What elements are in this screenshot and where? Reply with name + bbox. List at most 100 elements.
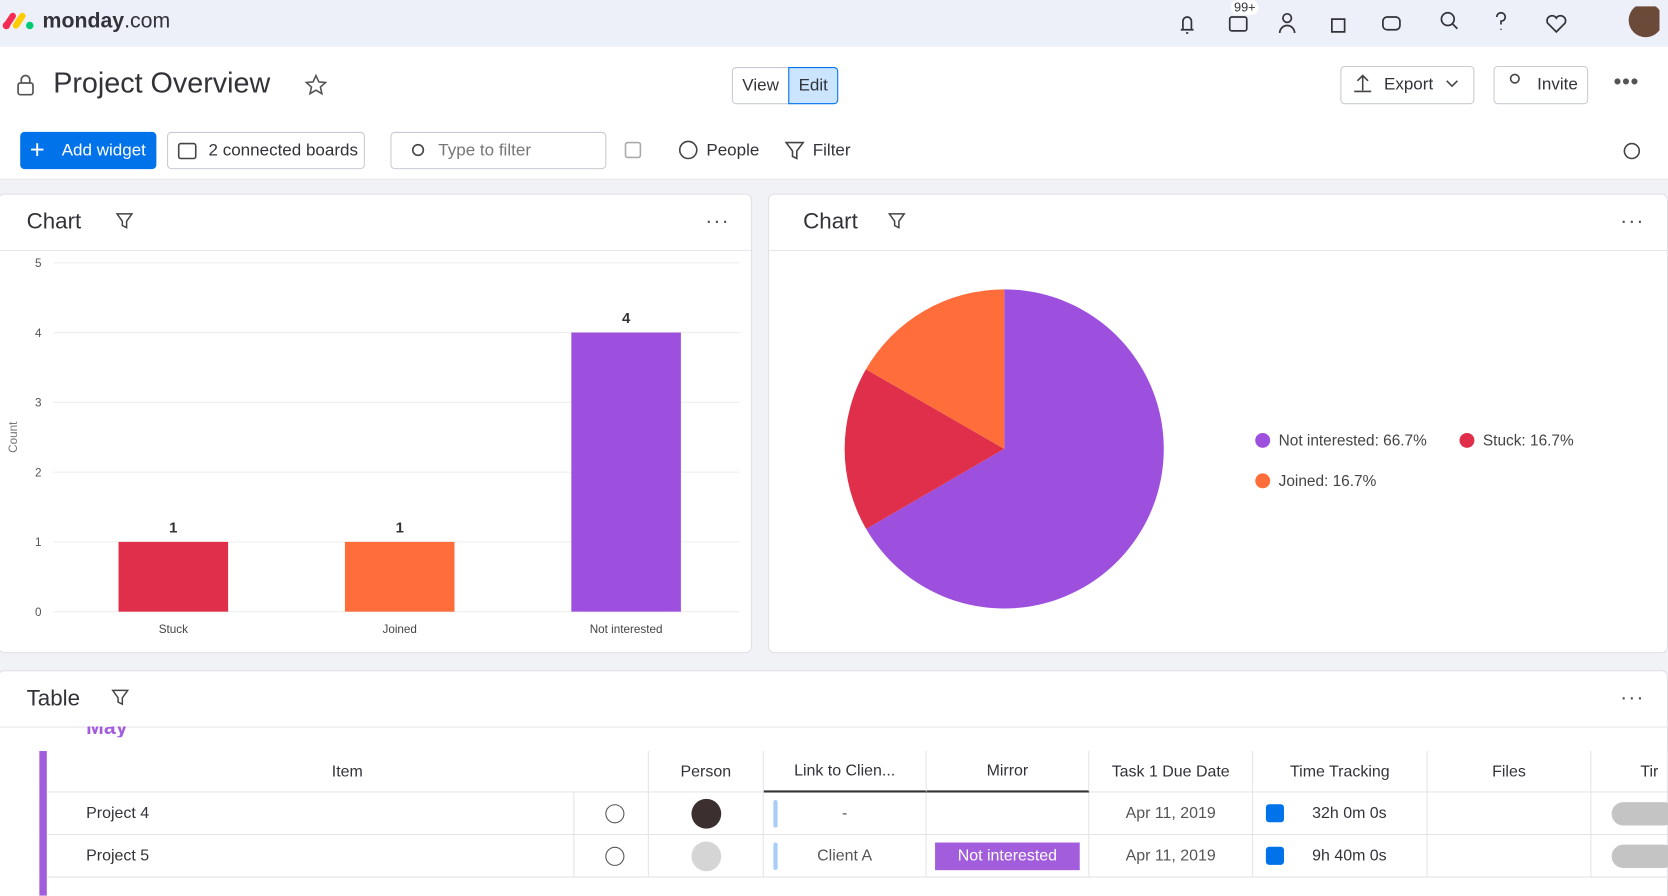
logo-suffix: .com xyxy=(124,9,171,33)
group-clip: May xyxy=(0,727,319,738)
page-title: Project Overview xyxy=(53,67,271,99)
table-cell: 9h 40m 0s xyxy=(1253,835,1428,878)
timeline-pill xyxy=(1611,802,1668,826)
filter-placeholder: Type to filter xyxy=(438,140,531,160)
add-widget-button[interactable]: Add widget xyxy=(20,131,157,170)
top-icons xyxy=(1180,6,1660,38)
group-title: May xyxy=(86,727,127,738)
apps-icon[interactable] xyxy=(1331,18,1346,33)
invite-icon[interactable] xyxy=(1282,12,1293,24)
notification-badge: 99+ xyxy=(1230,0,1259,15)
pie-widget: Chart ··· xyxy=(768,193,1668,654)
cell-text: Client A xyxy=(817,846,873,865)
cell-text: Project 5 xyxy=(86,846,150,865)
table-cell xyxy=(648,792,764,836)
column-header: Mirror xyxy=(926,751,1090,793)
cell-text: - xyxy=(841,804,848,823)
logo[interactable]: monday.com xyxy=(43,10,171,34)
people-filter[interactable]: People xyxy=(706,141,760,160)
widget-header: Chart ··· xyxy=(769,195,1667,252)
table-cell xyxy=(1591,792,1668,836)
export-icon xyxy=(1354,74,1372,93)
column-header: Files xyxy=(1427,751,1592,793)
boards-icon xyxy=(177,142,197,160)
group-bar xyxy=(39,751,47,896)
cell-text: 32h 0m 0s xyxy=(1312,804,1387,823)
invite-button[interactable]: Invite xyxy=(1493,65,1589,105)
bell-icon[interactable] xyxy=(1180,16,1194,34)
toolbar-icons xyxy=(177,73,1641,160)
table-cell xyxy=(1591,835,1668,878)
ai-icon[interactable] xyxy=(1382,16,1401,31)
invite-label: Invite xyxy=(1537,75,1578,94)
timeline-pill xyxy=(1611,844,1668,869)
filter-icon xyxy=(784,141,805,160)
widget-menu[interactable]: ··· xyxy=(1620,209,1645,233)
filter-button[interactable]: Filter xyxy=(812,141,851,160)
add-widget-label: Add widget xyxy=(61,140,146,160)
cell-text: Apr 11, 2019 xyxy=(1125,804,1216,823)
settings-icon[interactable] xyxy=(1623,142,1641,160)
widget-menu[interactable]: ··· xyxy=(705,209,730,233)
bar-widget: Chart ··· xyxy=(0,193,753,654)
table-cell: Project 5 xyxy=(46,835,649,878)
table-cell xyxy=(648,835,764,878)
comment-icon xyxy=(605,804,625,824)
column-header: Item xyxy=(46,751,649,793)
column-header: Task 1 Due Date xyxy=(1089,751,1254,793)
plus-icon: + xyxy=(29,136,45,165)
table-cell: 32h 0m 0s xyxy=(1253,792,1428,836)
inbox-icon[interactable] xyxy=(1228,16,1248,32)
avatar[interactable] xyxy=(1628,6,1660,38)
cell-text: 9h 40m 0s xyxy=(1312,846,1387,865)
widget-title: Chart xyxy=(803,209,858,235)
search-small-icon xyxy=(411,143,425,157)
lock-icon xyxy=(17,74,34,96)
widget-title: Chart xyxy=(26,209,82,235)
search-icon[interactable] xyxy=(1440,11,1456,27)
widget-menu[interactable]: ··· xyxy=(1620,686,1645,710)
more-menu[interactable]: ••• xyxy=(1613,70,1640,94)
widget-header: Chart ··· xyxy=(0,195,752,252)
save-icon[interactable] xyxy=(624,141,642,159)
edit-button[interactable]: Edit xyxy=(788,67,839,105)
column-header: Time Tracking xyxy=(1253,751,1428,793)
invite-person-icon xyxy=(1509,73,1520,84)
boards-label: 2 connected boards xyxy=(208,140,359,160)
table-cell: Apr 11, 2019 xyxy=(1089,792,1254,836)
star-icon[interactable] xyxy=(304,73,328,96)
chat-divider xyxy=(573,792,575,836)
logo-text: monday xyxy=(42,9,125,33)
table-cell xyxy=(1427,792,1592,836)
table-cell: Project 4 xyxy=(46,792,649,836)
cell-text: Apr 11, 2019 xyxy=(1125,846,1216,865)
widget-title: Table xyxy=(26,686,80,711)
top-bar: monday.com 99+ xyxy=(0,0,1668,47)
export-label: Export xyxy=(1383,75,1434,94)
link-indicator xyxy=(773,842,778,871)
table-cell xyxy=(1427,835,1592,878)
column-header: Link to Clien... xyxy=(763,751,927,793)
link-indicator xyxy=(773,799,778,828)
view-button[interactable]: View xyxy=(731,67,790,105)
table-cell: Not interested xyxy=(926,835,1090,878)
chevron-icon xyxy=(1446,80,1458,88)
filter-input[interactable]: Type to filter xyxy=(390,131,607,170)
cell-text: Project 4 xyxy=(86,804,150,823)
play-icon xyxy=(1265,804,1284,823)
help-icon[interactable] xyxy=(1495,11,1507,30)
people-icon xyxy=(678,140,698,160)
status-label: Not interested xyxy=(935,841,1080,870)
table-cell: Client A xyxy=(763,835,927,878)
comment-icon xyxy=(605,846,625,866)
title-area: Project Overview View Edit Export Invite… xyxy=(0,46,1668,180)
column-header: Tir xyxy=(1591,751,1668,793)
logo-mark[interactable] xyxy=(2,11,36,32)
boards-button[interactable]: 2 connected boards xyxy=(167,131,365,170)
column-header: Person xyxy=(648,751,764,793)
chat-divider xyxy=(573,835,575,878)
heart-icon[interactable] xyxy=(1546,14,1567,34)
table-cell xyxy=(926,792,1090,836)
